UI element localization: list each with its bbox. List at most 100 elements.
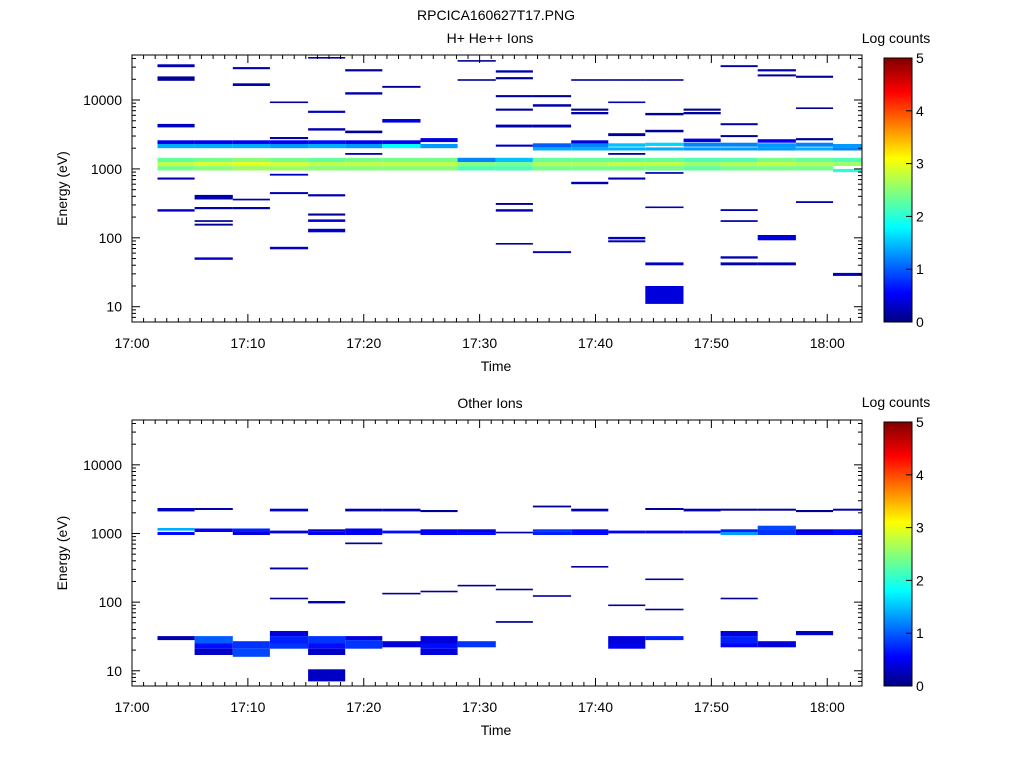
heatmap-cell <box>269 597 309 600</box>
heatmap-cell <box>796 142 834 147</box>
heatmap-cell <box>532 529 572 532</box>
heatmap-cell <box>608 236 646 240</box>
heatmap-cell <box>720 508 758 511</box>
heatmap-cell <box>757 529 796 535</box>
heatmap-cell <box>757 74 796 77</box>
x-tick-label: 17:20 <box>346 335 381 351</box>
heatmap-cell <box>345 140 383 144</box>
heatmap-cell <box>757 139 796 143</box>
heatmap-cell <box>757 262 796 266</box>
figure-title: RPCICA160627T17.PNG <box>417 7 575 23</box>
heatmap-cell <box>645 206 684 209</box>
heatmap-cell <box>645 147 684 151</box>
heatmap-cell <box>345 162 383 166</box>
heatmap-cell <box>720 123 758 126</box>
heatmap-cell <box>382 508 421 512</box>
heatmap-cell <box>683 138 721 143</box>
heatmap-cell <box>157 144 195 149</box>
heatmap-cell <box>157 532 195 535</box>
heatmap-cell <box>608 143 646 147</box>
heatmap-cell <box>157 166 195 171</box>
y-tick-label: 10000 <box>83 457 122 473</box>
heatmap-cell <box>308 601 346 604</box>
heatmap-cell <box>833 162 862 166</box>
heatmap-cell <box>683 142 721 147</box>
heatmap-cell <box>532 147 572 151</box>
heatmap-cell <box>720 532 758 535</box>
colorbar-label: Log counts <box>862 394 931 410</box>
x-tick-label: 17:00 <box>114 699 149 715</box>
heatmap-cell <box>645 508 684 510</box>
heatmap-cell <box>345 508 383 512</box>
heatmap-cell <box>345 157 383 163</box>
heatmap-cell <box>720 162 758 166</box>
x-tick-label: 17:50 <box>694 335 729 351</box>
x-axis: 17:00 17:10 17:20 17:30 17:40 17:50 18:00 <box>114 420 863 715</box>
heatmap-cell <box>420 648 458 655</box>
heatmap-cell <box>157 123 195 128</box>
heatmap-cell <box>608 604 646 607</box>
heatmap-cell <box>269 643 309 649</box>
heatmap-cell <box>645 608 684 611</box>
colorbar-tick-label: 4 <box>916 467 924 483</box>
heatmap-cell <box>157 162 195 166</box>
heatmap-cell <box>571 529 609 532</box>
heatmap-cell <box>308 228 346 233</box>
heatmap-cell <box>382 140 421 144</box>
heatmap-cell <box>757 508 796 511</box>
heatmap-cell <box>720 135 758 138</box>
heatmap-cell <box>495 203 533 205</box>
x-tick-label: 17:50 <box>694 699 729 715</box>
y-axis-label: Energy (eV) <box>54 151 70 226</box>
heatmap-cell <box>457 584 496 587</box>
heatmap-cell <box>457 532 496 535</box>
heatmap-cell <box>382 119 421 123</box>
heatmap-cell <box>232 641 270 649</box>
x-tick-label: 17:10 <box>230 699 265 715</box>
heatmap-cell <box>495 77 533 80</box>
heatmap-cell <box>495 70 533 73</box>
heatmap-cell <box>720 220 758 222</box>
heatmap-cell <box>796 107 834 109</box>
heatmap-cell <box>495 108 533 111</box>
heatmap-cell <box>645 157 684 163</box>
heatmap-cell <box>645 262 684 266</box>
heatmap-cell <box>194 207 233 210</box>
heatmap-cell <box>757 641 796 648</box>
heatmap-cell <box>308 110 346 113</box>
heatmap-cell <box>157 177 195 180</box>
heatmap-cell <box>345 528 383 532</box>
heatmap-cell <box>308 219 346 222</box>
heatmap-cell <box>683 162 721 166</box>
colorbar-tick-label: 5 <box>916 414 924 430</box>
heatmap-cell <box>645 636 684 641</box>
heatmap-cell <box>345 144 383 149</box>
y-axis-label: Energy (eV) <box>54 516 70 591</box>
heatmap-cell <box>420 590 458 593</box>
heatmap-cell <box>345 166 383 171</box>
heatmap-cell <box>308 128 346 131</box>
heatmap-cell <box>420 532 458 535</box>
heatmap-cell <box>571 143 609 148</box>
heatmap-cell <box>495 162 533 166</box>
heatmap-cell <box>757 157 796 163</box>
heatmap-cell <box>683 530 721 534</box>
y-tick-label: 1000 <box>91 161 122 177</box>
heatmap-cell <box>345 640 383 649</box>
heatmap-cell <box>608 157 646 163</box>
heatmap-cell <box>495 144 533 147</box>
heatmap-cell <box>420 529 458 532</box>
heatmap-cell <box>457 529 496 532</box>
colorbar-tick-label: 4 <box>916 103 924 119</box>
heatmap-cell <box>420 157 458 163</box>
heatmap-cell <box>232 83 270 86</box>
y-axis: 10 100 1000 10000 <box>83 58 862 323</box>
heatmap-cell <box>269 530 309 534</box>
heatmap-cell <box>457 79 496 81</box>
colorbar-tick-label: 2 <box>916 572 924 588</box>
heatmap-cell <box>571 162 609 166</box>
heatmap-cell <box>833 272 862 276</box>
heatmap-cell <box>608 79 646 81</box>
